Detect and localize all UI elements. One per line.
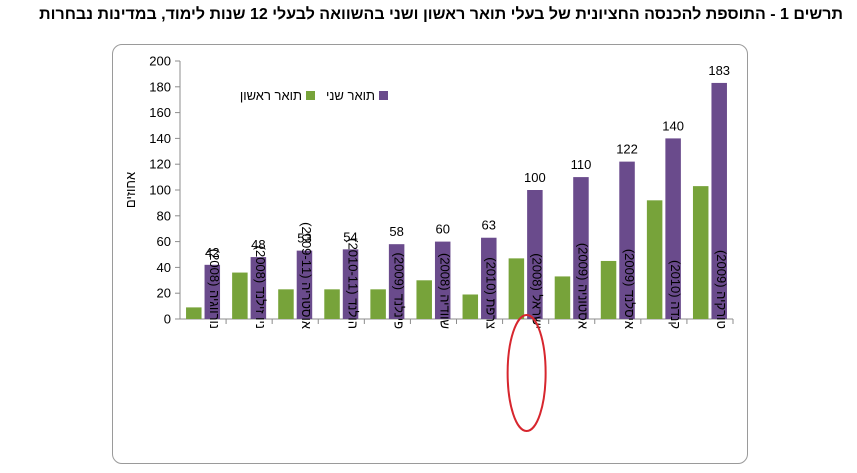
bar-master [573,177,589,319]
category-label: קנדה (2010) [668,260,683,329]
legend-label: תואר ראשון [240,88,302,103]
bar-master [434,241,451,319]
data-label-master: 48 [251,237,265,252]
bar-bachelor [278,289,294,319]
bar-master [711,82,727,320]
category-label: צרפת (2010) [484,257,499,329]
y-tick-label: 180 [149,79,171,94]
chart-frame: 0 20 40 60 80 100 120 140 160 180 200 אחוזים 42 נורוו… [112,44,748,464]
bar-master [250,257,267,319]
y-tick-label: 0 [164,312,171,327]
category-label: ניו זילנד (2008) [253,246,268,329]
category-label: איסלנד (2009) [622,249,637,329]
bar-bachelor [600,260,617,319]
page-title: תרשים 1 - התוספת להכנסה החציונית של בעלי… [39,6,843,23]
y-tick-label: 120 [149,157,171,172]
data-label-master: 110 [571,157,592,172]
bar-master [204,264,221,319]
bar-master [296,250,313,319]
data-label-master: 100 [524,170,546,185]
bar-bachelor [370,289,386,319]
data-label-master: 60 [435,222,449,237]
data-label-master: 122 [616,142,638,157]
y-tick-label: 140 [149,131,171,146]
y-tick-label: 60 [157,234,171,249]
category-label: פינלנד (2009) [391,253,406,330]
bar-bachelor [324,289,340,319]
data-label-master: 42 [205,245,219,260]
category-label: אוסטריה (2009-11) [299,222,314,329]
data-label-master: 183 [708,63,730,78]
y-tick-label: 200 [149,54,171,69]
bar-bachelor [462,294,479,319]
category-label: אסטוניה (2009) [576,243,591,329]
data-label-master: 53 [297,231,311,246]
data-label-master: 54 [343,229,357,244]
bar-master [665,138,681,319]
highlight-circle [506,314,547,432]
bar-master [527,190,543,319]
bar-bachelor [186,307,202,319]
data-label-master: 58 [389,224,403,239]
data-label-master: 63 [482,218,496,233]
bar-bachelor [646,200,663,319]
bar-master [342,249,359,319]
legend-swatch [379,91,388,100]
category-label: נורווגיה (2008) [207,249,222,329]
bar-bachelor [692,186,709,319]
legend-swatch [306,91,315,100]
bar-bachelor [554,276,571,319]
category-label: שוודיה (2008) [437,253,452,329]
bar-master [481,237,497,319]
bar-bachelor [416,280,432,319]
y-tick-label: 100 [149,183,171,198]
category-label: ישראל (2008) [530,253,545,329]
bar-bachelor [508,258,525,319]
bar-master [619,161,635,319]
y-tick-label: 160 [149,105,171,120]
bar-bachelor [232,272,248,319]
category-label: הולנד (2010-11) [345,238,360,329]
y-tick-label: 80 [157,208,171,223]
data-label-master: 140 [662,118,684,133]
y-axis-title: אחוזים [123,172,138,208]
y-tick-label: 40 [157,260,171,275]
bar-chart: 0 20 40 60 80 100 120 140 160 180 200 אחוזים 42נורוו… [123,54,734,432]
category-label: טורקיה (2009) [714,250,729,329]
bar-master [388,244,405,319]
y-tick-label: 20 [157,286,171,301]
legend-label: תואר שני [326,88,375,103]
